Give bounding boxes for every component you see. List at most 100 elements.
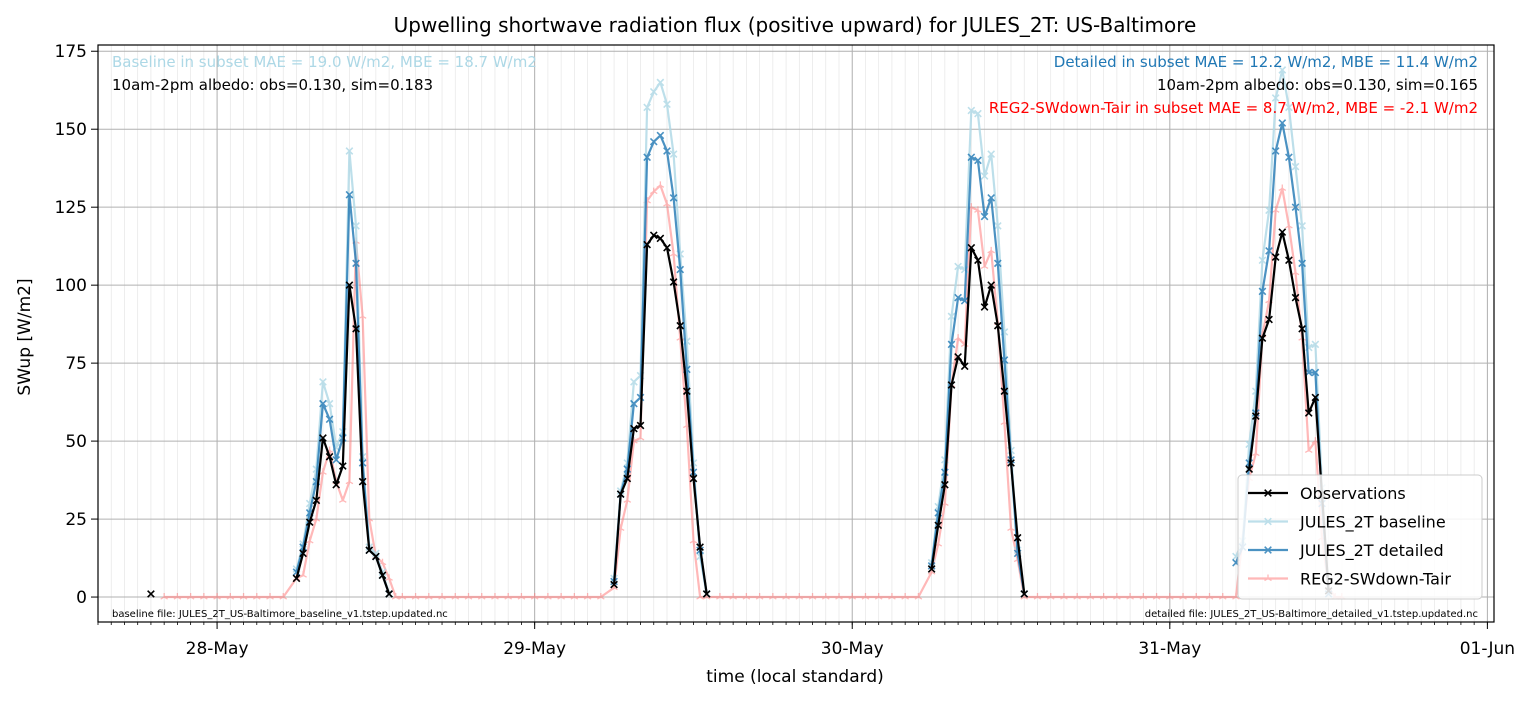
data-point-observations (332, 480, 341, 489)
y-tick-label: 175 (55, 42, 87, 62)
data-point-jules-2t-baseline (352, 222, 360, 230)
data-point-reg2-swdown-tair (729, 593, 737, 600)
data-point-jules-2t-baseline (1271, 94, 1280, 102)
data-point-reg2-swdown-tair (874, 593, 883, 600)
data-point-jules-2t-baseline (325, 399, 334, 408)
y-tick-label: 100 (55, 276, 87, 296)
data-point-reg2-swdown-tair (821, 593, 830, 600)
data-point-reg2-swdown-tair (636, 433, 645, 441)
data-point-observations (610, 580, 618, 589)
x-tick-label: 01-Jun (1460, 639, 1515, 659)
data-point-observations (1007, 459, 1015, 467)
data-point-observations (623, 474, 632, 483)
data-point-reg2-swdown-tair (987, 246, 995, 254)
data-point-reg2-swdown-tair (1304, 446, 1313, 454)
x-axis-label: time (local standard) (706, 667, 884, 687)
data-point-observations (299, 549, 307, 558)
data-point-reg2-swdown-tair (1007, 524, 1015, 531)
data-point-reg2-swdown-tair (491, 593, 499, 600)
data-point-reg2-swdown-tair (914, 593, 923, 600)
data-point-reg2-swdown-tair (279, 593, 288, 600)
data-point-jules-2t-baseline (1311, 340, 1320, 349)
data-point-observations (954, 353, 962, 361)
data-point-jules-2t-baseline (1298, 222, 1306, 230)
data-point-reg2-swdown-tair (835, 593, 843, 600)
data-point-observations (927, 565, 936, 573)
plot-frame (97, 44, 1495, 623)
detailed-albedo-annotation: 10am-2pm albedo: obs=0.130, sim=0.165 (1157, 76, 1478, 94)
y-tick-label: 75 (65, 354, 87, 374)
data-point-reg2-swdown-tair (266, 593, 274, 600)
data-point-jules-2t-detailed (1291, 203, 1300, 212)
data-point-observations (385, 590, 393, 598)
legend-item-reg2-swdown-tair (1248, 574, 1288, 582)
data-point-observations (934, 521, 943, 530)
data-point-observations (663, 243, 671, 252)
data-point-reg2-swdown-tair (305, 536, 314, 544)
y-tick-label: 50 (65, 432, 87, 452)
data-point-jules-2t-detailed (669, 193, 678, 202)
data-point-reg2-swdown-tair (769, 593, 777, 600)
data-point-jules-2t-detailed (643, 153, 652, 162)
data-point-reg2-swdown-tair (451, 593, 460, 600)
data-point-reg2-swdown-tair (808, 593, 817, 600)
data-point-jules-2t-baseline (1285, 103, 1293, 112)
y-tick-label: 125 (55, 198, 87, 218)
data-point-jules-2t-detailed (1311, 368, 1320, 377)
data-point-jules-2t-detailed (1278, 119, 1287, 127)
legend-marker (1264, 574, 1272, 582)
data-point-reg2-swdown-tair (239, 593, 248, 600)
data-point-reg2-swdown-tair (1099, 593, 1108, 600)
data-point-observations (636, 421, 645, 430)
data-point-observations (365, 546, 374, 555)
data-point-observations (940, 480, 949, 489)
data-point-observations (345, 281, 354, 290)
data-point-jules-2t-detailed (1258, 287, 1267, 296)
data-point-reg2-swdown-tair (226, 593, 235, 600)
data-point-observations (669, 278, 678, 286)
legend-marker (1264, 517, 1272, 526)
data-point-reg2-swdown-tair (1046, 593, 1055, 600)
data-point-reg2-swdown-tair (974, 206, 982, 213)
data-point-jules-2t-detailed (1285, 153, 1293, 162)
data-point-jules-2t-baseline (649, 87, 658, 96)
data-point-reg2-swdown-tair (299, 571, 307, 578)
data-point-observations (338, 462, 347, 470)
data-point-jules-2t-detailed (345, 190, 354, 199)
legend-box (1237, 474, 1483, 600)
data-point-observations (696, 543, 704, 552)
data-point-jules-2t-detailed (967, 153, 976, 162)
data-point-jules-2t-detailed (954, 293, 962, 302)
data-point-reg2-swdown-tair (213, 593, 221, 600)
data-point-reg2-swdown-tair (1086, 593, 1095, 600)
data-point-reg2-swdown-tair (477, 593, 486, 600)
data-point-reg2-swdown-tair (517, 593, 526, 600)
x-tick-label: 28-May (186, 639, 249, 659)
data-point-reg2-swdown-tair (1152, 593, 1161, 600)
data-point-observations (682, 387, 691, 396)
data-point-reg2-swdown-tair (901, 593, 909, 600)
data-point-observations (312, 496, 321, 505)
data-point-reg2-swdown-tair (438, 593, 446, 600)
y-tick-label: 0 (76, 588, 87, 608)
data-point-reg2-swdown-tair (1205, 593, 1214, 600)
data-point-jules-2t-baseline (967, 106, 976, 115)
data-point-jules-2t-detailed (325, 415, 334, 424)
data-point-observations (643, 240, 652, 249)
x-tick-label: 29-May (503, 639, 566, 659)
data-point-observations (960, 362, 969, 371)
data-point-reg2-swdown-tair (504, 593, 513, 600)
data-point-jules-2t-baseline (947, 312, 956, 321)
legend-entries: Observations JULES_2T baseline JULES_2T de… (1248, 484, 1451, 589)
data-point-reg2-swdown-tair (312, 515, 321, 522)
data-point-reg2-swdown-tair (200, 593, 208, 600)
data-point-jules-2t-detailed (960, 296, 969, 305)
data-point-reg2-swdown-tair (954, 334, 962, 341)
detailed-file-annotation: detailed file: JULES_2T_US-Baltimore_det… (1145, 609, 1478, 620)
data-point-reg2-swdown-tair (1218, 593, 1227, 600)
data-point-reg2-swdown-tair (1291, 268, 1300, 276)
data-point-reg2-swdown-tair (888, 593, 896, 600)
data-point-reg2-swdown-tair (530, 593, 539, 600)
data-point-reg2-swdown-tair (980, 262, 989, 270)
